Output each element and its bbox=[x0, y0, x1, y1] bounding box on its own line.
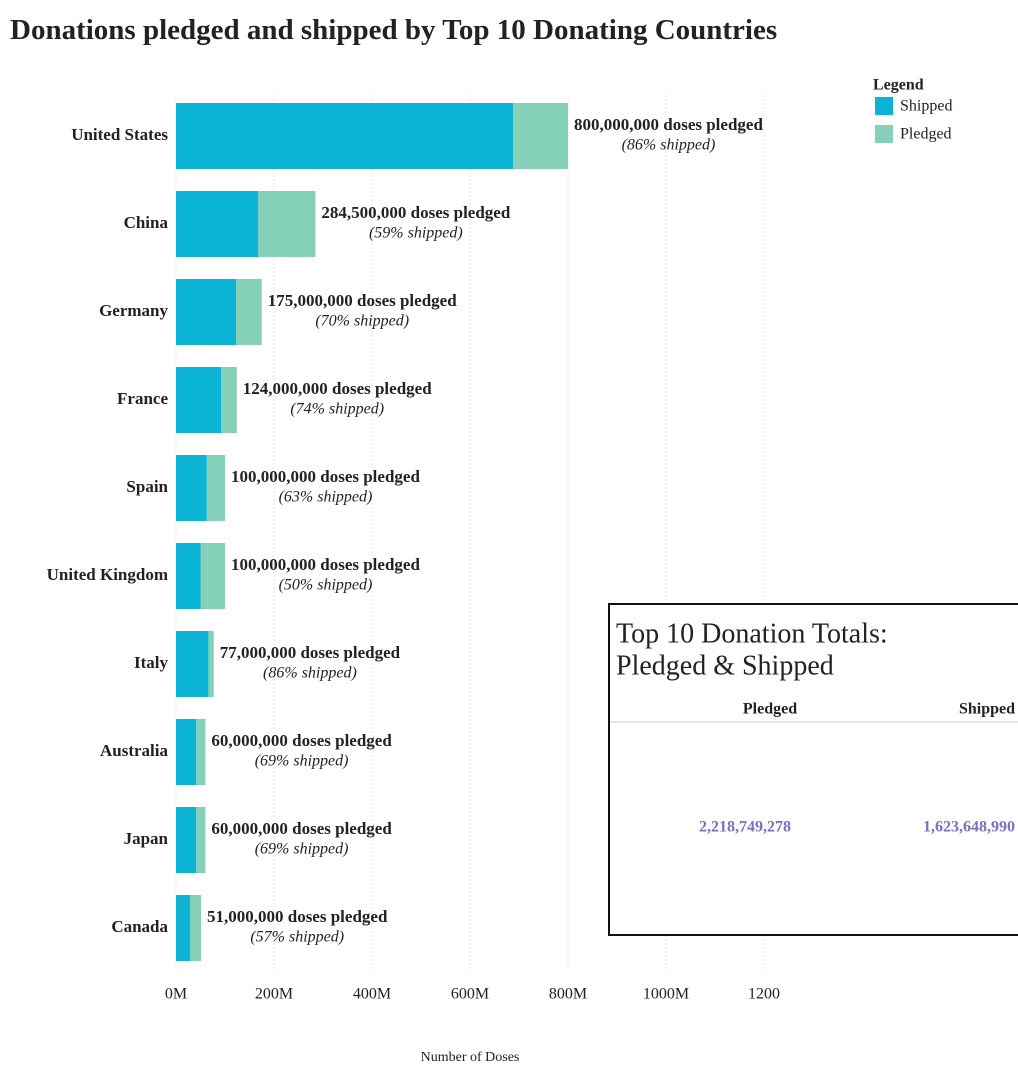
bar-segment bbox=[176, 807, 197, 873]
bar-segment bbox=[513, 103, 568, 169]
y-tick-label: United Kingdom bbox=[47, 565, 168, 584]
x-tick-label: 0M bbox=[165, 986, 187, 1003]
total-label: 60,000,000 doses pledged bbox=[211, 731, 392, 750]
bar-segment bbox=[236, 279, 262, 345]
shipped-pct-label: (74% shipped) bbox=[290, 401, 384, 418]
shipped-pct-label: (59% shipped) bbox=[369, 225, 463, 242]
total-label: 100,000,000 doses pledged bbox=[231, 555, 420, 574]
summary-title: Top 10 Donation Totals: bbox=[616, 618, 888, 649]
y-tick-label: Germany bbox=[99, 301, 168, 320]
x-tick-label: 1000M bbox=[643, 986, 689, 1003]
total-label: 124,000,000 doses pledged bbox=[243, 379, 432, 398]
shipped-pct-label: (63% shipped) bbox=[279, 489, 373, 506]
x-tick-label: 1200 bbox=[748, 986, 780, 1003]
bar-segment bbox=[196, 807, 206, 873]
chart-title: Donations pledged and shipped by Top 10 … bbox=[10, 14, 778, 46]
x-tick-label: 600M bbox=[451, 986, 489, 1003]
y-tick-label: Spain bbox=[126, 477, 168, 496]
shipped-pct-label: (86% shipped) bbox=[263, 665, 357, 682]
shipped-pct-label: (50% shipped) bbox=[279, 577, 373, 594]
bar-segment bbox=[176, 367, 221, 433]
legend-swatch bbox=[875, 97, 893, 115]
legend-title: Legend bbox=[873, 77, 924, 94]
bar-segment bbox=[176, 543, 201, 609]
shipped-pct-label: (70% shipped) bbox=[315, 313, 409, 330]
y-tick-label: United States bbox=[71, 125, 168, 144]
bar-segment bbox=[190, 895, 201, 961]
bar-segment bbox=[176, 279, 237, 345]
bar-segment bbox=[176, 895, 191, 961]
summary-value: 2,218,749,278 bbox=[699, 819, 791, 836]
summary-header: Pledged bbox=[743, 701, 797, 718]
total-label: 175,000,000 doses pledged bbox=[268, 291, 457, 310]
x-tick-label: 800M bbox=[549, 986, 587, 1003]
summary-title: Pledged & Shipped bbox=[616, 650, 834, 681]
legend-label: Pledged bbox=[900, 126, 952, 143]
y-tick-label: Japan bbox=[124, 829, 169, 848]
bar-segment bbox=[200, 543, 225, 609]
shipped-pct-label: (69% shipped) bbox=[255, 841, 349, 858]
x-tick-label: 200M bbox=[255, 986, 293, 1003]
total-label: 51,000,000 doses pledged bbox=[207, 907, 388, 926]
x-axis-label: Number of Doses bbox=[421, 1050, 520, 1065]
y-tick-label: Australia bbox=[100, 741, 169, 760]
total-label: 100,000,000 doses pledged bbox=[231, 467, 420, 486]
bar-segment bbox=[258, 191, 316, 257]
summary-box bbox=[608, 603, 1018, 936]
bar-segment bbox=[220, 367, 237, 433]
shipped-pct-label: (69% shipped) bbox=[255, 753, 349, 770]
bar-segment bbox=[176, 631, 209, 697]
total-label: 77,000,000 doses pledged bbox=[220, 643, 401, 662]
y-tick-label: Italy bbox=[134, 653, 169, 672]
x-tick-label: 400M bbox=[353, 986, 391, 1003]
bar-segment bbox=[176, 455, 207, 521]
y-tick-label: Canada bbox=[111, 917, 168, 936]
bar-segment bbox=[176, 719, 197, 785]
y-tick-label: France bbox=[117, 389, 168, 408]
bar-segment bbox=[208, 631, 214, 697]
legend-label: Shipped bbox=[900, 98, 952, 115]
bar-segment bbox=[206, 455, 225, 521]
summary-value: 1,623,648,990 bbox=[923, 819, 1015, 836]
legend-swatch bbox=[875, 125, 893, 143]
total-label: 800,000,000 doses pledged bbox=[574, 115, 763, 134]
bar-segment bbox=[176, 103, 514, 169]
shipped-pct-label: (86% shipped) bbox=[622, 137, 716, 154]
summary-header: Shipped bbox=[959, 701, 1015, 718]
bar-segment bbox=[196, 719, 206, 785]
y-tick-label: China bbox=[124, 213, 169, 232]
total-label: 60,000,000 doses pledged bbox=[211, 819, 392, 838]
shipped-pct-label: (57% shipped) bbox=[250, 929, 344, 946]
bar-segment bbox=[176, 191, 259, 257]
total-label: 284,500,000 doses pledged bbox=[321, 203, 510, 222]
